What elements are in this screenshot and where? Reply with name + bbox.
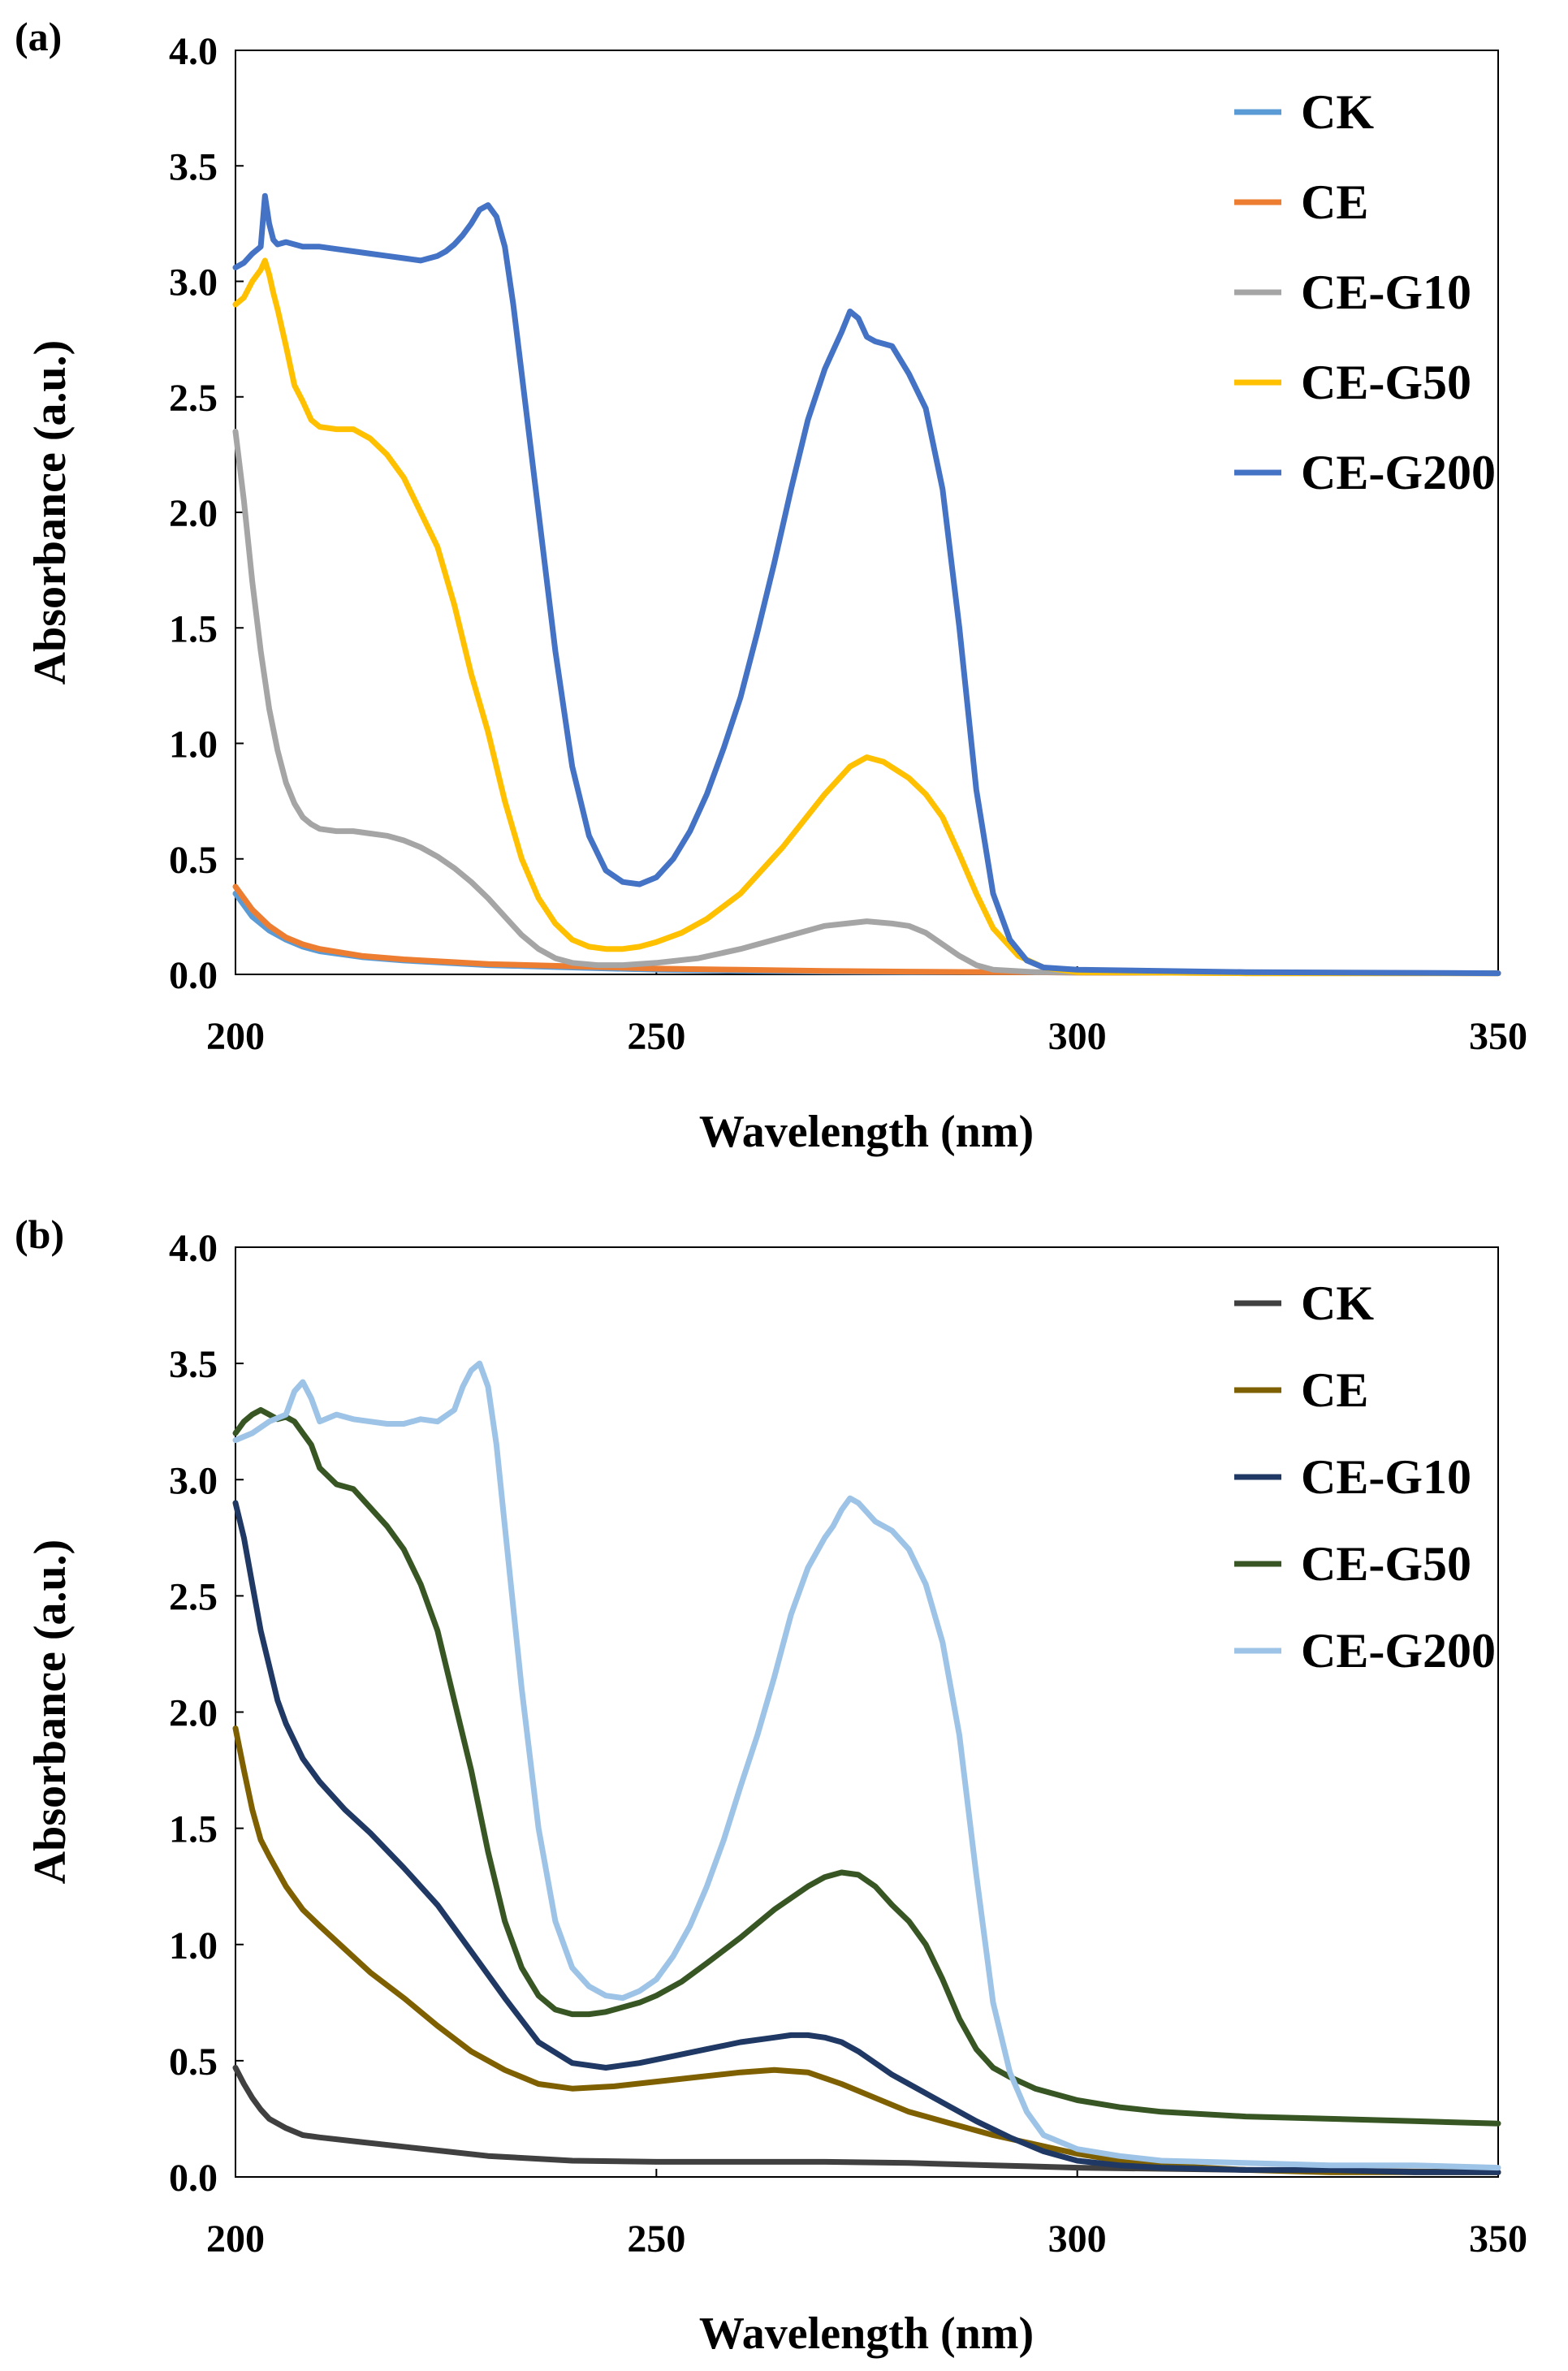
x-tick-label: 350 (1469, 1015, 1527, 1058)
series-line-ce-g50 (232, 257, 1501, 977)
panel-b: (b) 0.0 0.5 1.0 1.5 2.0 2.5 3.0 3.5 4.0 200 250 30… (15, 1211, 1527, 2359)
series-line-ce-g200 (232, 1360, 1501, 2171)
y-ticks-b: 0.0 0.5 1.0 1.5 2.0 2.5 3.0 3.5 4.0 (169, 1227, 244, 2200)
y-tick-label: 1.5 (169, 607, 218, 650)
x-tick-label: 200 (206, 2218, 265, 2261)
y-axis-label-b: Absorbance (a.u.) (25, 1540, 76, 1885)
y-tick-label: 2.5 (169, 1575, 218, 1618)
legend-label-ce-g50: CE-G50 (1301, 356, 1471, 409)
legend-label-ce-g200: CE-G200 (1301, 1624, 1496, 1678)
legend-label-ck: CK (1301, 85, 1374, 139)
legend-label-ce-g10: CE-G10 (1301, 1450, 1471, 1504)
series-line-ce-g10 (232, 428, 1501, 977)
y-tick-label: 4.0 (169, 1227, 218, 1270)
panel-a: (a) 0.0 0.5 1.0 1.5 2.0 2.5 3.0 3.5 4.0 200 250 30… (15, 14, 1527, 1157)
y-ticks-a: 0.0 0.5 1.0 1.5 2.0 2.5 3.0 3.5 4.0 (169, 30, 244, 997)
x-tick-label: 250 (627, 2218, 685, 2261)
y-tick-label: 3.5 (169, 145, 218, 188)
y-tick-label: 1.5 (169, 1808, 218, 1851)
panel-label-a: (a) (15, 14, 62, 59)
y-tick-label: 0.0 (169, 2157, 218, 2200)
x-tick-label: 200 (206, 1015, 265, 1058)
y-tick-label: 2.5 (169, 377, 218, 420)
y-tick-label: 3.0 (169, 261, 218, 304)
series-group-a (232, 192, 1501, 977)
x-axis-label-b: Wavelength (nm) (699, 2308, 1034, 2359)
x-tick-label: 300 (1048, 1015, 1107, 1058)
y-tick-label: 0.0 (169, 954, 218, 997)
panel-label-b: (b) (15, 1211, 64, 1257)
x-tick-label: 350 (1469, 2218, 1527, 2261)
x-tick-label: 300 (1048, 2218, 1107, 2261)
y-tick-label: 4.0 (169, 30, 218, 73)
legend-label-ck: CK (1301, 1276, 1374, 1330)
series-line-ce-g50 (232, 1406, 1501, 2127)
y-tick-label: 0.5 (169, 2041, 218, 2084)
y-tick-label: 1.0 (169, 1924, 218, 1967)
legend-a: CK CE CE-G10 CE-G50 CE-G200 (1234, 85, 1496, 499)
legend-label-ce: CE (1301, 175, 1368, 229)
x-axis-label-a: Wavelength (nm) (699, 1107, 1034, 1157)
legend-label-ce: CE (1301, 1363, 1368, 1417)
legend-b: CK CE CE-G10 CE-G50 CE-G200 (1234, 1276, 1496, 1678)
legend-label-ce-g50: CE-G50 (1301, 1537, 1471, 1591)
y-axis-label-a: Absorbance (a.u.) (25, 340, 76, 685)
legend-label-ce-g10: CE-G10 (1301, 266, 1471, 319)
y-tick-label: 3.5 (169, 1343, 218, 1386)
x-ticks-b: 200 250 300 350 (206, 2169, 1527, 2261)
series-line-ce-g10 (232, 1500, 1501, 2175)
y-tick-label: 0.5 (169, 839, 218, 882)
series-line-ck (232, 2065, 1501, 2175)
x-tick-label: 250 (627, 1015, 685, 1058)
series-line-ce (232, 1725, 1501, 2175)
x-ticks-a: 200 250 300 350 (206, 966, 1527, 1058)
series-line-ce-g200 (232, 192, 1501, 977)
y-tick-label: 3.0 (169, 1459, 218, 1502)
y-tick-label: 2.0 (169, 1692, 218, 1735)
y-tick-label: 1.0 (169, 723, 218, 767)
y-tick-label: 2.0 (169, 492, 218, 535)
series-group-b (232, 1360, 1501, 2175)
legend-label-ce-g200: CE-G200 (1301, 446, 1496, 499)
